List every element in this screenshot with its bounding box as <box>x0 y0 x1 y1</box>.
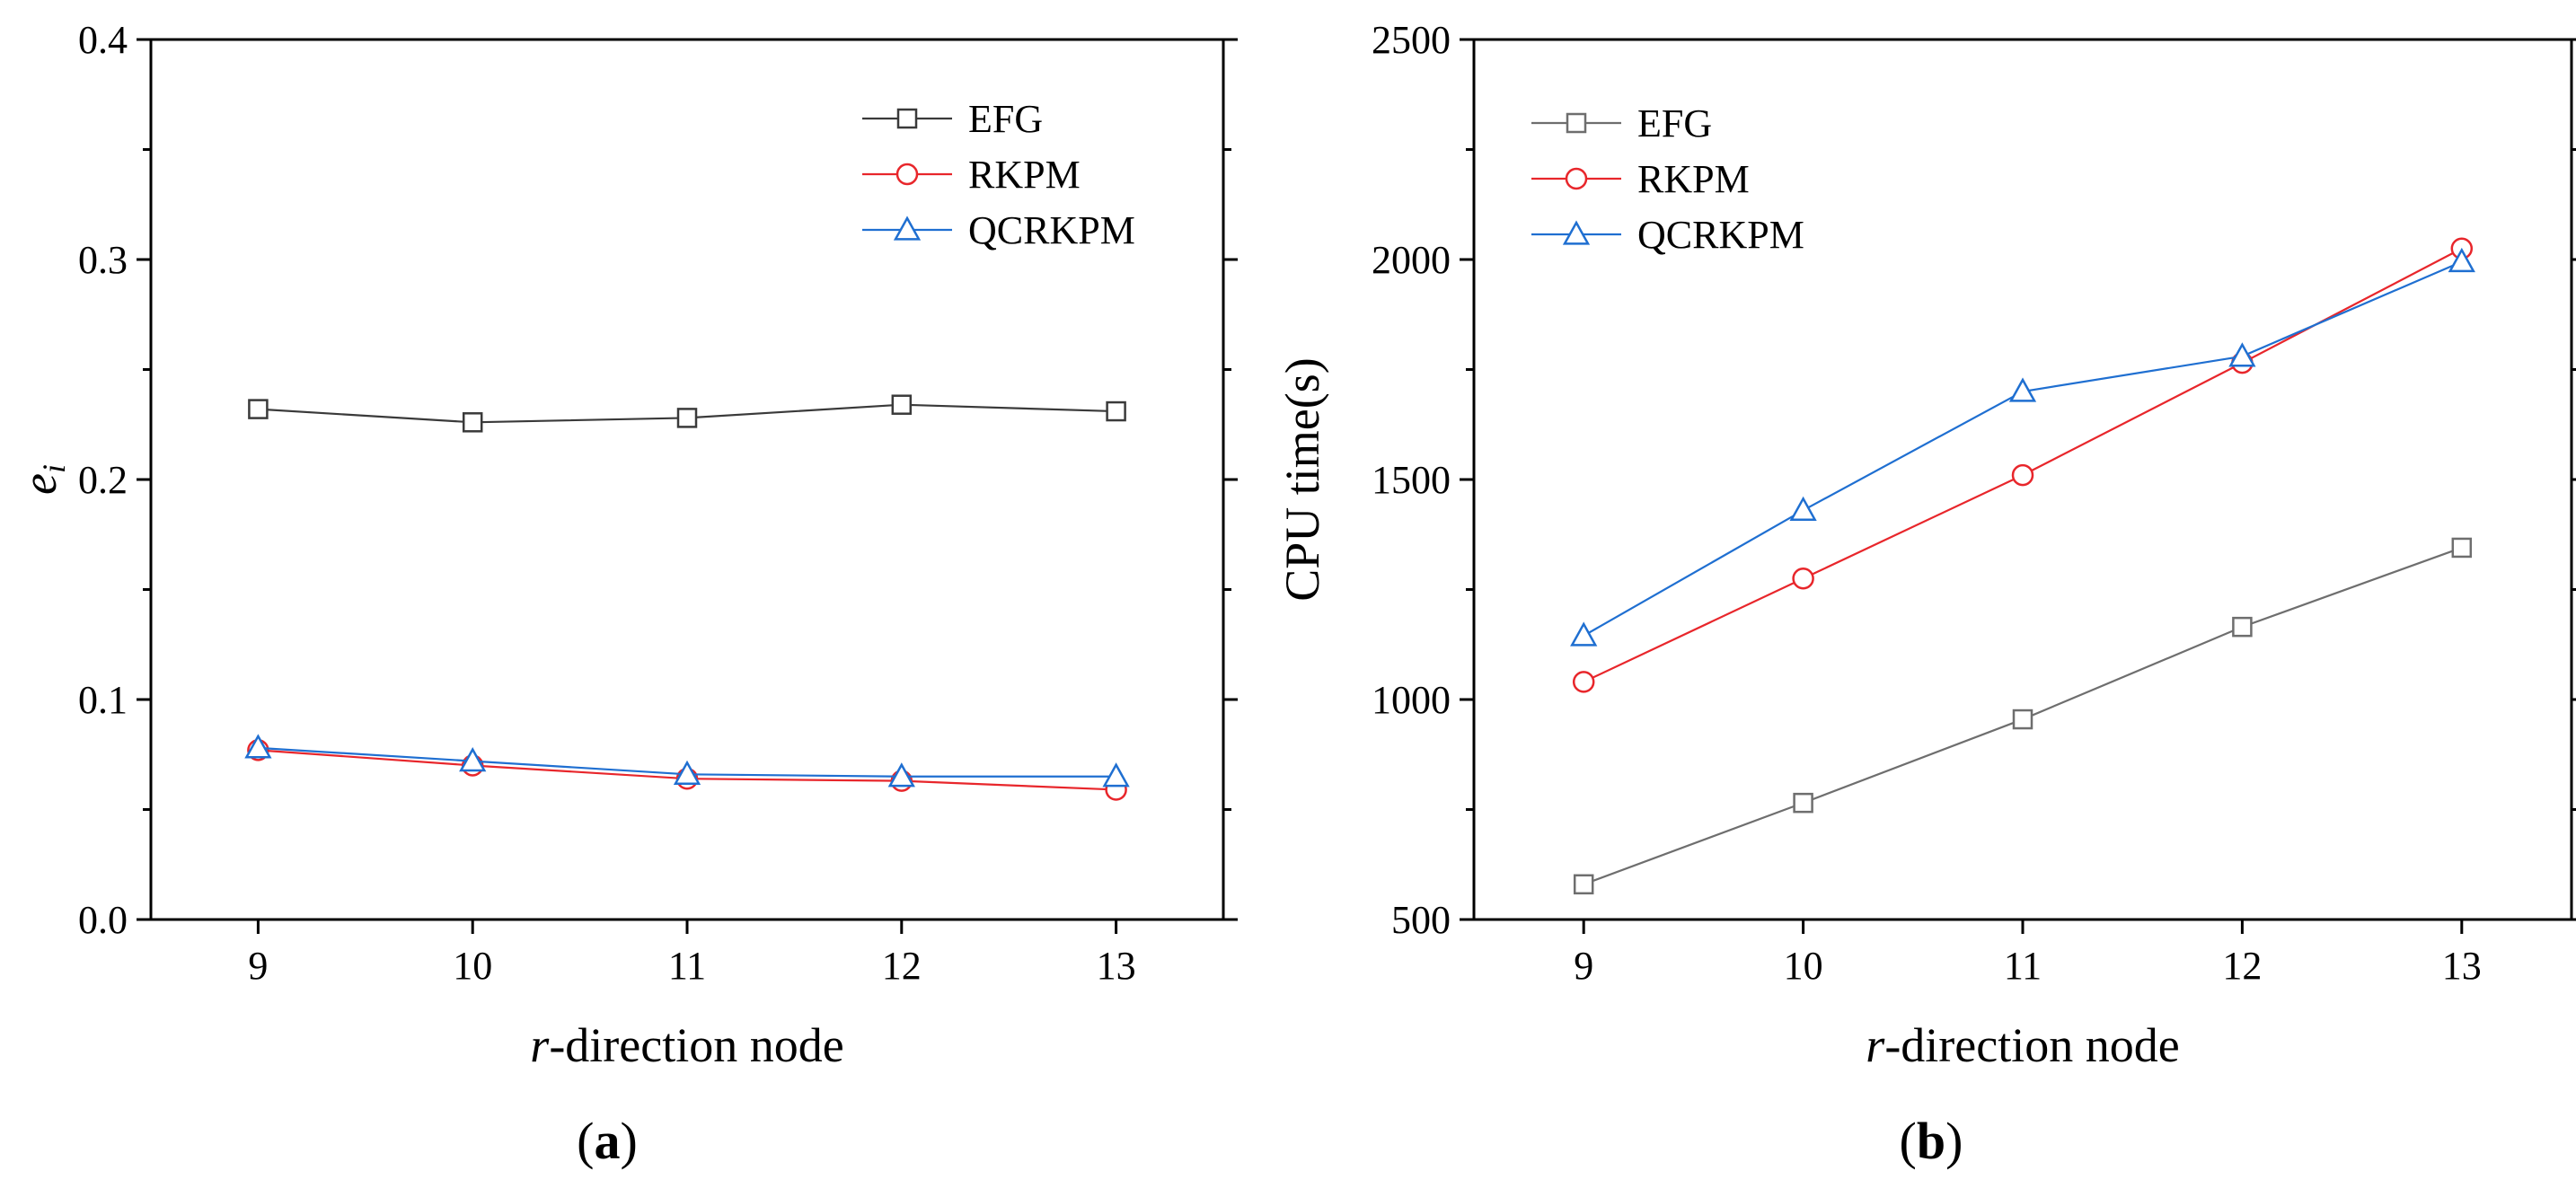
panel-letter-a: a <box>595 1112 621 1170</box>
series-efg <box>248 394 1126 433</box>
legend-marker <box>1562 220 1591 245</box>
x-tick-label: 11 <box>2004 944 2042 988</box>
y-tick-label: 2500 <box>1372 18 1451 62</box>
data-point-rkpm <box>1572 671 1595 693</box>
legend-label: QCRKPM <box>1637 213 1804 257</box>
data-point-qcrkpm <box>1789 496 1817 521</box>
legend-item-qcrkpm: QCRKPM <box>1531 213 1804 257</box>
data-point-efg <box>248 399 269 419</box>
data-point-rkpm <box>1792 568 1814 590</box>
panel-label-b: (b) <box>1900 1112 1963 1170</box>
data-point-qcrkpm <box>2448 247 2475 273</box>
legend-item-qcrkpm: QCRKPM <box>862 208 1135 252</box>
y-tick-label: 0.2 <box>78 458 128 502</box>
data-point-qcrkpm <box>887 762 915 788</box>
series-line-qcrkpm <box>1583 260 2463 637</box>
series-layer-a <box>244 394 1130 801</box>
data-point-efg <box>462 412 483 433</box>
legend-label: RKPM <box>1637 157 1750 201</box>
x-tick-label: 12 <box>2222 944 2262 988</box>
x-axis-var-a: r <box>530 1018 550 1072</box>
legend-b: EFG RKPM QCRKPM <box>1531 101 1804 257</box>
legend-item-rkpm: RKPM <box>1531 157 1750 201</box>
y-tick-label: 0.3 <box>78 238 128 282</box>
ticks-a: 0.0 0.1 0.2 0.3 0.4 9 10 11 12 13 <box>78 18 1238 988</box>
legend-item-efg: EFG <box>1531 101 1712 145</box>
legend-item-rkpm: RKPM <box>862 153 1081 197</box>
data-point-qcrkpm <box>1570 621 1598 647</box>
x-axis-label-a: r-direction node <box>530 1018 843 1072</box>
data-point-efg <box>2451 537 2473 559</box>
ticks-b: 500 1000 1500 2000 2500 9 10 11 12 13 <box>1372 18 2576 988</box>
series-qcrkpm <box>1570 247 2475 647</box>
series-qcrkpm <box>244 734 1130 788</box>
x-axis-var-b: r <box>1866 1018 1885 1072</box>
data-point-efg <box>2232 616 2253 638</box>
x-tick-label: 13 <box>2442 944 2482 988</box>
data-point-rkpm <box>2011 463 2034 487</box>
data-point-qcrkpm <box>2228 342 2256 367</box>
y-tick-label: 1000 <box>1372 678 1451 722</box>
legend-marker <box>1566 112 1587 134</box>
y-axis-label-b: CPU time(s) <box>1275 357 1329 602</box>
legend-a: EFG RKPM QCRKPM <box>862 97 1135 252</box>
y-axis-var-a: e <box>13 473 66 495</box>
series-layer-b <box>1570 237 2475 895</box>
x-axis-label-b: r-direction node <box>1866 1018 2179 1072</box>
data-point-qcrkpm <box>673 760 701 785</box>
y-tick-label: 2000 <box>1372 238 1451 282</box>
y-axis-label-a: ei <box>13 464 72 495</box>
x-tick-label: 10 <box>453 944 492 988</box>
x-axis-text-a: -direction node <box>549 1018 843 1072</box>
x-tick-label: 9 <box>1574 944 1593 988</box>
data-point-efg <box>676 408 698 428</box>
chart-panel-a: 0.0 0.1 0.2 0.3 0.4 9 10 11 12 13 EFG RKPM QCRKPM e… <box>13 18 1238 1170</box>
data-point-qcrkpm <box>1102 762 1130 788</box>
legend-marker <box>893 216 922 241</box>
legend-marker <box>895 163 919 186</box>
legend-item-efg: EFG <box>862 97 1043 141</box>
panel-letter-b: b <box>1917 1112 1945 1170</box>
y-tick-label: 0.0 <box>78 898 128 942</box>
chart-panel-b: 500 1000 1500 2000 2500 9 10 11 12 13 EFG RKPM QCRK… <box>1275 18 2576 1170</box>
data-point-efg <box>1106 400 1126 422</box>
legend-label: EFG <box>968 97 1043 141</box>
legend-label: EFG <box>1637 101 1712 145</box>
x-tick-label: 10 <box>1784 944 1823 988</box>
legend-marker <box>896 108 918 129</box>
data-point-efg <box>1793 792 1813 814</box>
data-point-efg <box>891 394 913 415</box>
x-tick-label: 12 <box>882 944 922 988</box>
data-point-qcrkpm <box>2008 377 2037 402</box>
data-point-efg <box>1573 874 1594 895</box>
data-point-qcrkpm <box>459 747 487 772</box>
series-efg <box>1573 537 2473 895</box>
data-point-qcrkpm <box>244 734 272 759</box>
x-tick-label: 13 <box>1097 944 1136 988</box>
y-axis-sub-a: i <box>36 464 72 473</box>
x-tick-label: 11 <box>668 944 706 988</box>
series-rkpm <box>1572 237 2474 693</box>
x-tick-label: 9 <box>248 944 268 988</box>
y-tick-label: 0.4 <box>78 18 128 62</box>
y-tick-label: 0.1 <box>78 678 128 722</box>
legend-marker <box>1565 167 1588 190</box>
legend-label: RKPM <box>968 153 1081 197</box>
panel-label-a: (a) <box>577 1112 638 1170</box>
y-tick-label: 1500 <box>1372 458 1451 502</box>
y-tick-label: 500 <box>1391 898 1451 942</box>
data-point-efg <box>2012 708 2033 730</box>
legend-label: QCRKPM <box>968 208 1135 252</box>
x-axis-text-b: -direction node <box>1884 1018 2179 1072</box>
